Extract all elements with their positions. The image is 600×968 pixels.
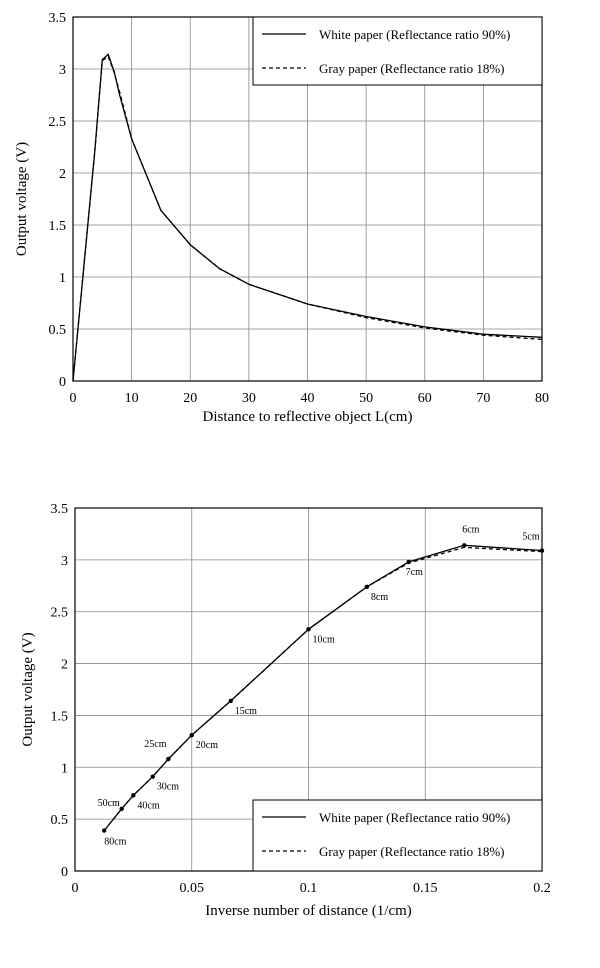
series-line-gray-paper [72, 55, 543, 382]
series-line-gray-paper [103, 546, 543, 832]
point-annotation-label: 15cm [235, 706, 257, 717]
y-tick-label: 0.5 [49, 323, 67, 338]
legend: White paper (Reflectance ratio 90%) Gray … [252, 799, 543, 872]
data-point-marker [228, 698, 233, 704]
x-tick-label: 70 [476, 391, 490, 406]
x-axis-label: Distance to reflective object L(cm) [203, 409, 413, 425]
point-annotation-label: 25cm [144, 739, 166, 750]
data-point-marker [364, 584, 370, 590]
legend-label-white-paper: White paper (Reflectance ratio 90%) [319, 27, 510, 42]
point-annotation-label: 30cm [157, 782, 179, 793]
data-point-marker [406, 559, 411, 565]
y-axis-label: Output voltage (V) [14, 142, 30, 256]
x-tick-label: 80 [535, 391, 549, 406]
data-point-marker [150, 774, 155, 779]
y-tick-label: 3 [61, 554, 68, 569]
series-lines [72, 53, 543, 382]
data-point-marker [166, 756, 171, 762]
x-tick-label: 40 [301, 391, 315, 406]
point-annotation-label: 7cm [406, 567, 423, 578]
y-tick-label: 2 [59, 167, 66, 182]
x-tick-label: 60 [418, 391, 432, 406]
y-tick-label: 0 [61, 865, 68, 880]
chart-output-vs-inverse-distance: 0 0.05 0.1 0.15 0.2 0 0.5 1 1.5 2 2.5 3 3.5 80cm 50cm… [20, 502, 551, 919]
x-tick-label: 0.2 [533, 881, 551, 896]
legend-box [252, 799, 543, 872]
chart-output-vs-distance: 0 10 20 30 40 50 60 70 80 0 0.5 1 1.5 2 2.5 3 3.5 White … [14, 11, 550, 425]
point-annotation-label: 5cm [522, 532, 539, 543]
point-annotation-label: 40cm [137, 800, 159, 811]
point-annotation-label: 80cm [104, 837, 126, 848]
x-tick-label: 0.05 [180, 881, 205, 896]
x-tick-label: 0 [72, 881, 79, 896]
data-point-marker [131, 793, 136, 798]
tick-labels: 0 0.05 0.1 0.15 0.2 0 0.5 1 1.5 2 2.5 3 3.5 [51, 502, 551, 896]
legend-label-white-paper: White paper (Reflectance ratio 90%) [319, 810, 510, 825]
y-tick-label: 1 [59, 271, 66, 286]
data-point-marker [119, 806, 124, 811]
legend-box [252, 16, 543, 86]
y-tick-label: 3 [59, 63, 66, 78]
y-tick-label: 2 [61, 658, 68, 673]
y-tick-label: 1.5 [51, 709, 69, 724]
y-tick-label: 2.5 [51, 606, 69, 621]
series-lines [103, 544, 543, 832]
point-annotations: 80cm 50cm 40cm 30cm 25cm 20cm 15cm 10cm 8cm 7cm 6c… [98, 524, 540, 847]
x-tick-label: 0.1 [300, 881, 318, 896]
data-point-marker [189, 732, 194, 738]
x-tick-label: 10 [125, 391, 139, 406]
y-tick-label: 1 [61, 761, 68, 776]
x-tick-label: 0.15 [413, 881, 438, 896]
data-point-marker [462, 543, 467, 548]
point-annotation-label: 50cm [98, 798, 120, 809]
legend-label-gray-paper: Gray paper (Reflectance ratio 18%) [319, 844, 505, 859]
x-axis-label: Inverse number of distance (1/cm) [205, 903, 412, 919]
y-tick-label: 2.5 [49, 115, 67, 130]
legend: White paper (Reflectance ratio 90%) Gray … [252, 16, 543, 86]
point-annotation-label: 8cm [371, 592, 388, 603]
data-point-marker [101, 828, 107, 833]
x-tick-label: 0 [70, 391, 77, 406]
point-annotation-label: 10cm [313, 634, 335, 645]
y-tick-label: 0.5 [51, 813, 69, 828]
y-tick-label: 3.5 [49, 11, 67, 26]
x-tick-label: 30 [242, 391, 256, 406]
point-annotation-label: 6cm [462, 524, 479, 535]
x-tick-label: 20 [183, 391, 197, 406]
y-tick-label: 3.5 [51, 502, 69, 517]
y-axis-label: Output voltage (V) [20, 632, 36, 746]
legend-label-gray-paper: Gray paper (Reflectance ratio 18%) [319, 61, 505, 76]
y-tick-label: 0 [59, 375, 66, 390]
tick-labels: 0 10 20 30 40 50 60 70 80 0 0.5 1 1.5 2 2.5 3 3.5 [49, 11, 550, 406]
x-tick-label: 50 [359, 391, 373, 406]
y-tick-label: 1.5 [49, 219, 67, 234]
point-annotation-label: 20cm [196, 740, 218, 751]
data-point-marker [306, 627, 311, 632]
